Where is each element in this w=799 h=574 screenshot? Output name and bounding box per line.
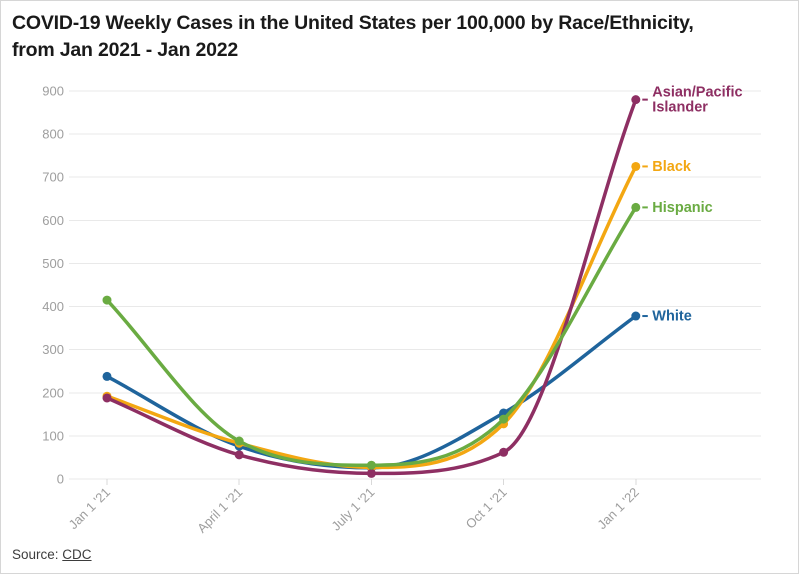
- y-axis-tick-label: 0: [57, 472, 64, 487]
- x-axis-tick-label: July 1 '21: [328, 485, 377, 534]
- source-note: Source: CDC: [12, 547, 92, 562]
- x-axis-tick-label: Jan 1 '22: [594, 485, 642, 533]
- data-point-asian-pacific-islander: [631, 95, 641, 105]
- y-axis-tick-label: 800: [42, 127, 64, 142]
- chart-title-line1: COVID-19 Weekly Cases in the United Stat…: [12, 12, 694, 34]
- data-point-hispanic: [366, 460, 376, 470]
- data-point-white: [631, 311, 641, 321]
- data-point-asian-pacific-islander: [499, 447, 509, 457]
- data-point-asian-pacific-islander: [366, 468, 376, 478]
- data-point-hispanic: [102, 295, 112, 305]
- y-axis-tick-label: 400: [42, 299, 64, 314]
- data-point-hispanic: [631, 202, 641, 212]
- series-label-black: Black: [652, 159, 692, 175]
- data-point-asian-pacific-islander: [102, 393, 112, 403]
- series-line-asian-pacific-islander: [105, 97, 638, 476]
- data-point-white: [102, 371, 112, 381]
- data-point-hispanic: [234, 436, 244, 446]
- y-axis-tick-label: 200: [42, 385, 64, 400]
- series-label-asian-pacific-islander: Asian/Pacific: [652, 85, 742, 101]
- y-axis-tick-label: 700: [42, 170, 64, 185]
- y-axis-tick-label: 500: [42, 256, 64, 271]
- x-axis-tick-label: April 1 '21: [194, 485, 245, 536]
- series-label-hispanic: Hispanic: [652, 200, 712, 216]
- line-chart: 0 100 200 300 400 500 600 700 800 900 Jan 1 '21 Apr…: [42, 84, 761, 536]
- chart-title-line2: from Jan 2021 - Jan 2022: [12, 39, 239, 62]
- y-axis-tick-label: 100: [42, 428, 64, 443]
- series-label-white: White: [652, 309, 691, 325]
- y-axis-tick-label: 600: [42, 213, 64, 228]
- chart-title: COVID-19 Weekly Cases in the United Stat…: [12, 10, 694, 65]
- series-label-asian-pacific-islander: Islander: [652, 100, 708, 116]
- data-point-hispanic: [499, 414, 509, 424]
- x-axis-tick-label: Jan 1 '21: [65, 485, 113, 533]
- data-point-asian-pacific-islander: [234, 450, 244, 460]
- source-link-cdc[interactable]: CDC: [62, 547, 92, 562]
- y-axis-tick-label: 900: [42, 84, 64, 99]
- source-label: Source:: [12, 547, 59, 562]
- y-axis-tick-label: 300: [42, 342, 64, 357]
- x-axis-tick-label: Oct 1 '21: [463, 485, 510, 532]
- data-point-black: [631, 161, 641, 171]
